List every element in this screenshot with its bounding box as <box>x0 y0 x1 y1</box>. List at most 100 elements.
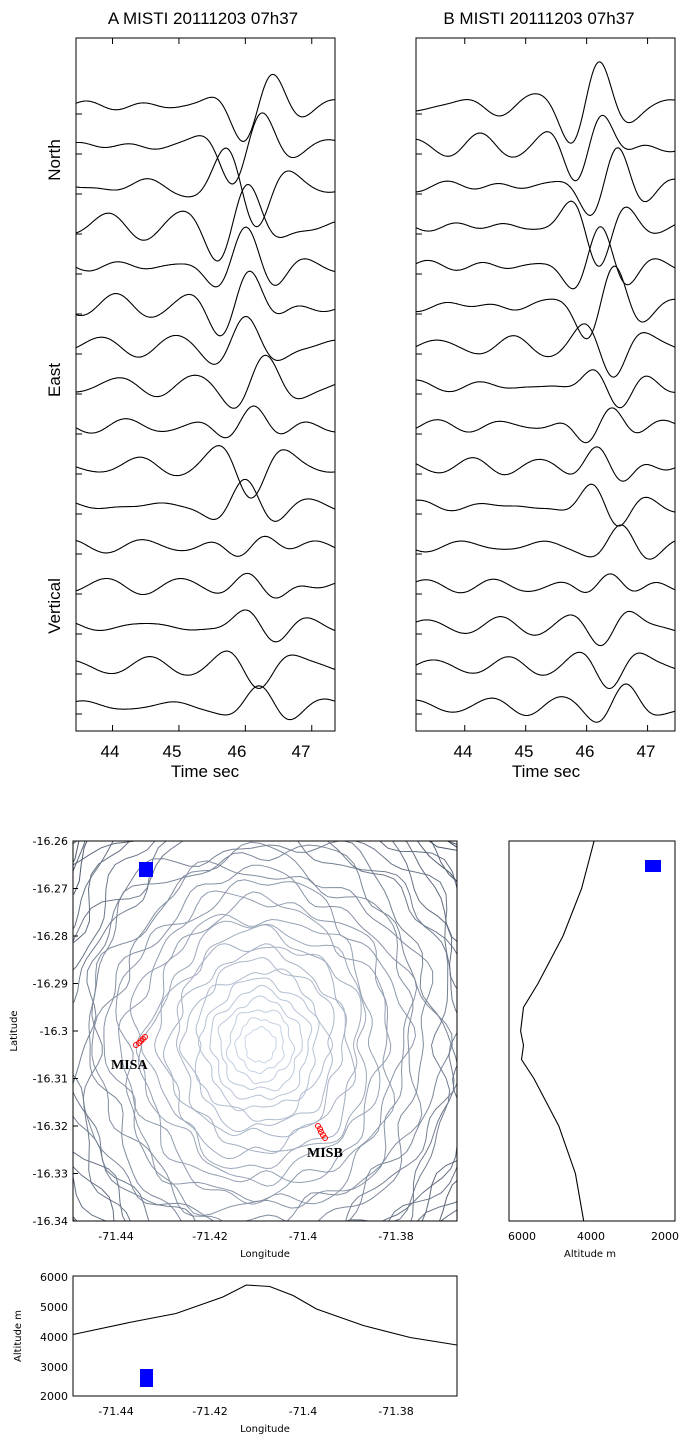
contour-line <box>234 1017 285 1075</box>
source-marker <box>139 862 153 877</box>
seismogram-trace <box>75 226 336 288</box>
panel-b-xtick-44: 44 <box>454 742 473 761</box>
contour-line <box>209 985 313 1101</box>
contour-line <box>0 687 591 1438</box>
longitude-profile-xtick-3: -71.4 <box>289 1405 317 1418</box>
map-yticks: -16.26 -16.27 -16.28 -16.29 -16.3 -16.31 -16.3… <box>33 835 78 1228</box>
contour-line <box>0 674 582 1392</box>
component-label-east: East <box>45 363 64 397</box>
map-ytick-label: -16.28 <box>33 930 68 943</box>
contour-line <box>88 841 434 1221</box>
map-ylabel: Latitude <box>9 1010 20 1051</box>
contour-line <box>73 841 457 1221</box>
latitude-profile-xtick-4000: 4000 <box>577 1230 605 1243</box>
panel-b-xtick-45: 45 <box>515 742 534 761</box>
seismogram-trace <box>75 650 336 689</box>
seismogram-trace <box>75 478 336 522</box>
panel-a-xtick-44: 44 <box>101 742 120 761</box>
seismogram-trace <box>75 572 336 599</box>
map-ytick-label: -16.29 <box>33 978 68 991</box>
panel-b-frame <box>415 37 676 732</box>
contour-line <box>91 860 423 1221</box>
contour-line <box>73 841 457 1221</box>
longitude-profile-xtick-1: -71.44 <box>98 1405 133 1418</box>
contour-line <box>135 913 381 1187</box>
longitude-profile-ytick-5000: 5000 <box>40 1301 68 1314</box>
panel-a-xlabel: Time sec <box>171 762 240 781</box>
latitude-profile-source-marker <box>645 860 661 872</box>
contour-line <box>73 841 451 1221</box>
map-xtick-2: -71.42 <box>192 1230 227 1243</box>
contour-line <box>175 943 346 1138</box>
latitude-profile-line <box>520 840 595 1222</box>
seismogram-trace <box>75 685 336 721</box>
longitude-profile-line <box>72 1284 458 1346</box>
contour-line <box>82 844 453 1221</box>
panel-b: B MISTI 20111203 07h37 44 45 46 47 Time … <box>415 9 676 781</box>
panel-b-title: B MISTI 20111203 07h37 <box>443 9 634 28</box>
longitude-profile-ytick-3000: 3000 <box>40 1361 68 1374</box>
panel-a-xtick-47: 47 <box>292 742 311 761</box>
seismogram-trace <box>415 483 676 527</box>
seismogram-trace <box>415 683 676 723</box>
contour-line <box>73 841 457 1221</box>
longitude-profile-frame <box>72 1275 458 1397</box>
contour-line <box>115 879 417 1205</box>
seismogram-trace <box>75 147 336 228</box>
latitude-profile-xtick-2000: 2000 <box>651 1230 679 1243</box>
station-label-misb: MISB <box>307 1146 343 1161</box>
contour-line <box>154 924 362 1160</box>
seismogram-trace <box>75 609 336 643</box>
seismogram-trace <box>415 114 676 182</box>
station-label-misa: MISA <box>111 1058 148 1073</box>
longitude-profile-panel: 6000 5000 4000 3000 2000 Altitude m -71.… <box>13 1271 458 1435</box>
longitude-profile-source-marker <box>140 1369 153 1387</box>
map-xtick-4: -71.38 <box>378 1230 413 1243</box>
seismogram-trace <box>416 265 675 340</box>
contour-line <box>129 891 392 1184</box>
seismogram-trace <box>415 61 676 144</box>
map-xtick-3: -71.4 <box>289 1230 317 1243</box>
seismogram-trace <box>75 445 336 499</box>
seismogram-trace <box>415 446 676 482</box>
map-xlabel: Longitude <box>240 1249 290 1260</box>
seismogram-trace <box>415 369 675 409</box>
seismogram-trace <box>415 226 676 290</box>
seismogram-trace <box>415 651 676 690</box>
panel-a-title: A MISTI 20111203 07h37 <box>108 9 298 28</box>
panel-b-ticks <box>416 38 649 731</box>
longitude-profile-xlabel: Longitude <box>240 1424 290 1435</box>
seismogram-trace <box>415 524 676 560</box>
component-label-vertical: Vertical <box>45 578 64 634</box>
contour-line <box>0 713 584 1412</box>
map-ytick-label: -16.32 <box>33 1120 68 1133</box>
longitude-profile-xtick-4: -71.38 <box>378 1405 413 1418</box>
panel-a-ticks <box>76 38 313 731</box>
map-panel: MISA MISB -16.26-16.27-16.28-16.29-16.3-… <box>0 674 591 1438</box>
panel-b-xlabel: Time sec <box>512 762 581 781</box>
panel-a-traces <box>75 73 336 721</box>
contour-line <box>117 890 396 1205</box>
seismogram-trace <box>75 270 336 337</box>
longitude-profile-ytick-2000: 2000 <box>40 1390 68 1403</box>
contour-line <box>179 957 335 1133</box>
map-ytick-label: -16.26 <box>33 835 68 848</box>
seismogram-trace <box>75 183 336 262</box>
seismogram-trace <box>75 405 336 439</box>
topography-contours <box>0 674 591 1438</box>
seismogram-trace <box>415 407 676 444</box>
contour-line <box>197 977 320 1112</box>
latitude-profile-xtick-6000: 6000 <box>508 1230 536 1243</box>
contour-line <box>194 968 334 1122</box>
seismogram-trace <box>415 323 676 378</box>
station-misa-marker <box>133 1034 148 1048</box>
longitude-profile-xtick-2: -71.42 <box>192 1405 227 1418</box>
map-ytick-label: -16.34 <box>33 1215 68 1228</box>
seismogram-trace <box>415 610 676 647</box>
map-ytick-label: -16.31 <box>33 1073 68 1086</box>
map-xtick-1: -71.44 <box>98 1230 133 1243</box>
map-ytick-label: -16.33 <box>33 1168 68 1181</box>
latitude-profile-frame <box>508 840 676 1222</box>
seismogram-trace <box>75 354 336 409</box>
